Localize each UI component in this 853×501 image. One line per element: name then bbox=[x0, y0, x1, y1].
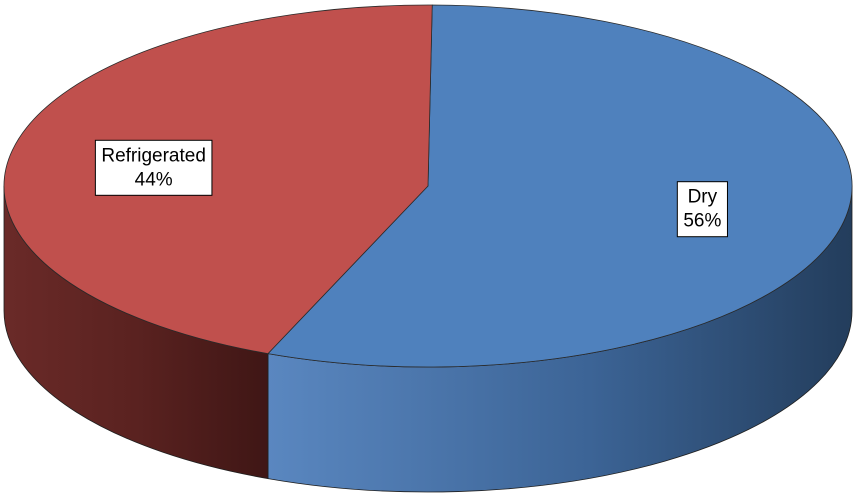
data-label-percent: 44% bbox=[135, 169, 173, 190]
data-label-percent: 56% bbox=[683, 211, 721, 232]
data-label-category: Refrigerated bbox=[101, 145, 206, 166]
pie-tops bbox=[3, 4, 853, 368]
data-label-category: Dry bbox=[688, 187, 718, 208]
data-label-box bbox=[94, 139, 213, 196]
data-label-dry: Dry 56% bbox=[676, 181, 728, 238]
data-label-box bbox=[676, 181, 728, 238]
pie-slice-refrigerated bbox=[3, 4, 433, 355]
data-label-refrigerated: Refrigerated 44% bbox=[94, 139, 213, 196]
pie-data-labels: Dry 56% Refrigerated 44% bbox=[94, 139, 728, 238]
pie-slice-dry bbox=[267, 4, 853, 368]
